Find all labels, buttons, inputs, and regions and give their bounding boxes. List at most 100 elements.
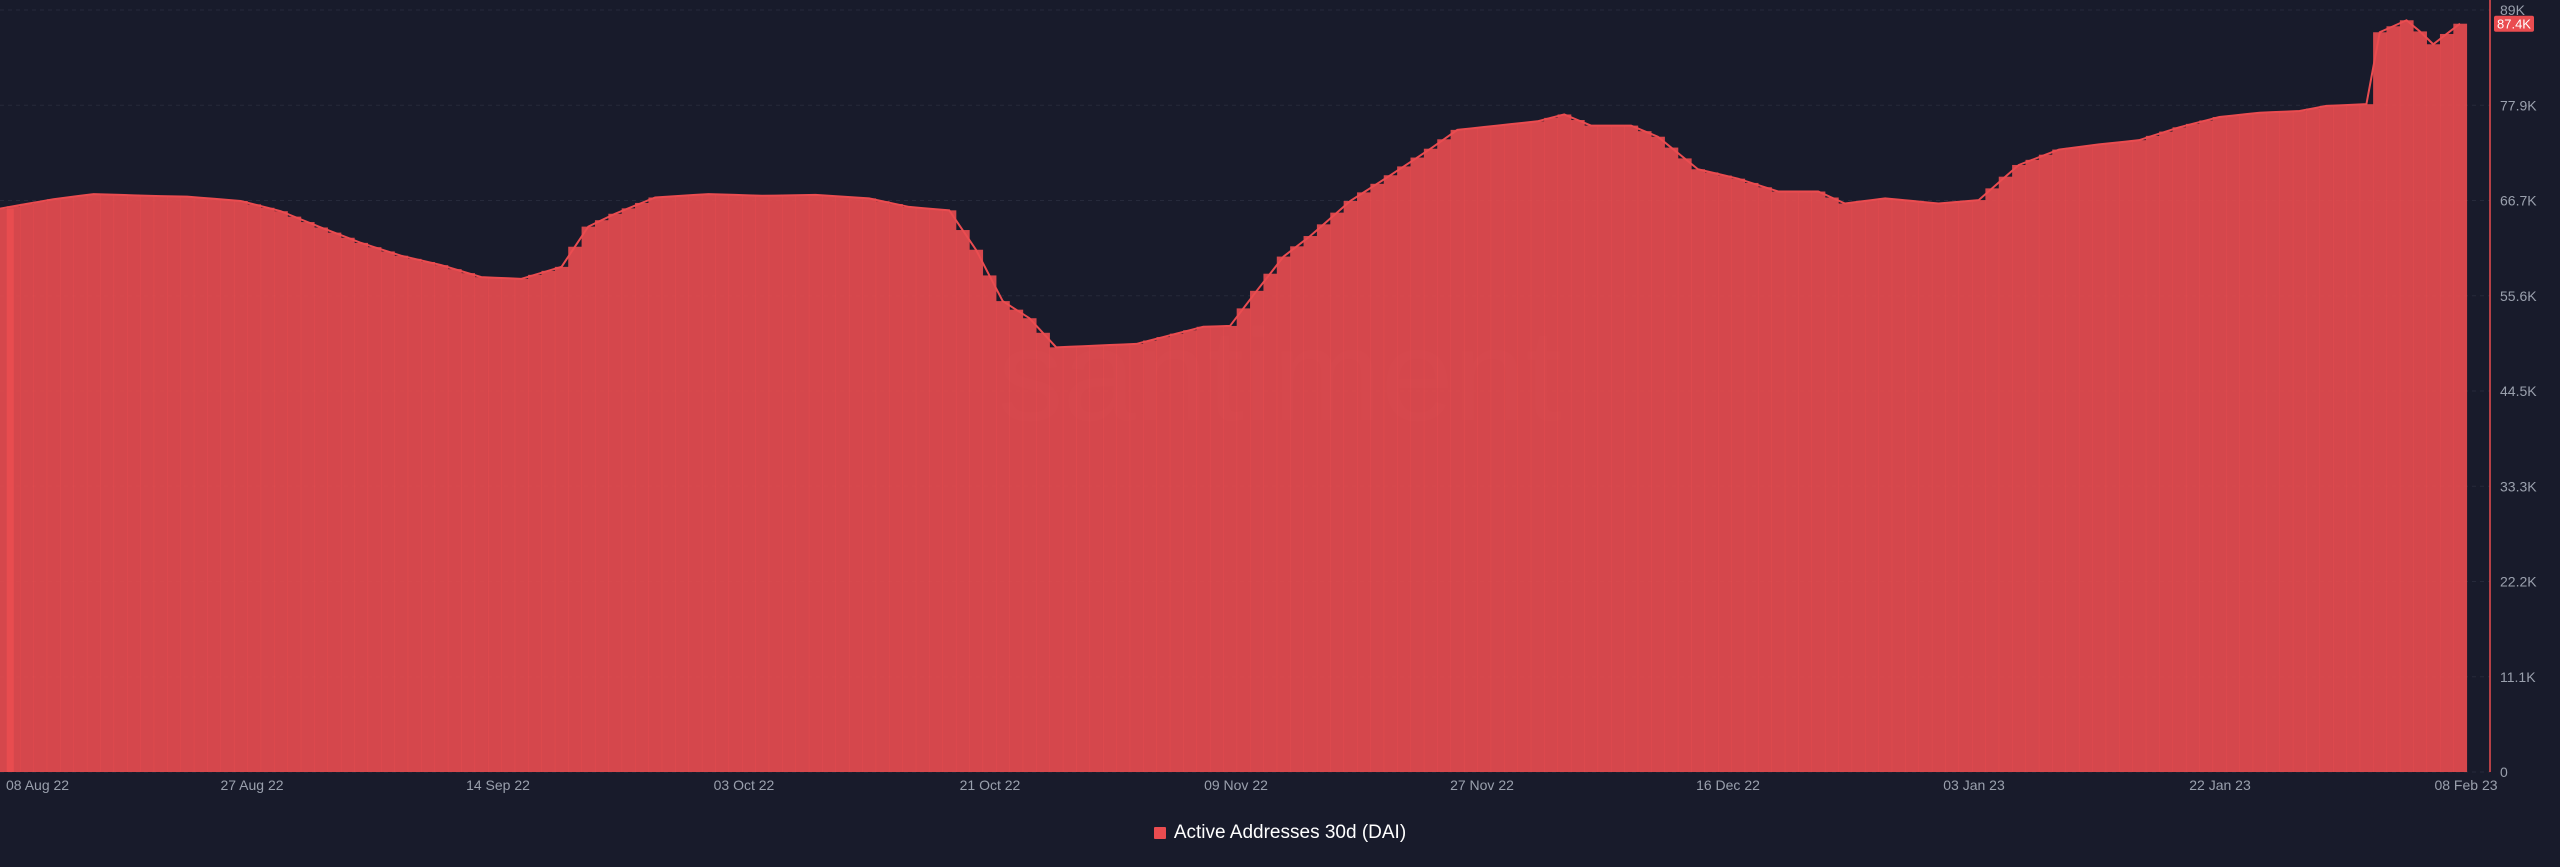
area-bar xyxy=(795,195,810,772)
area-bar xyxy=(381,251,395,772)
area-bar xyxy=(1824,197,1839,772)
x-tick-label: 22 Jan 23 xyxy=(2189,777,2251,793)
area-bar xyxy=(501,278,516,772)
area-bar xyxy=(487,277,502,772)
area-bar xyxy=(2185,123,2200,773)
area-bar xyxy=(822,195,836,773)
area-bar xyxy=(327,232,342,773)
x-tick-label: 08 Feb 23 xyxy=(2434,777,2497,793)
x-tick-label: 03 Oct 22 xyxy=(714,777,775,793)
x-tick-label: 14 Sep 22 xyxy=(466,777,530,793)
last-value-badge: 87.4K xyxy=(2494,15,2534,32)
area-bar xyxy=(314,227,328,773)
area-bar xyxy=(848,197,863,772)
area-bar xyxy=(648,197,663,772)
area-bar xyxy=(608,213,623,772)
area-bar xyxy=(635,202,649,772)
area-bar xyxy=(1477,127,1492,772)
area-bar xyxy=(1731,178,1746,773)
area-bar xyxy=(1303,236,1318,772)
area-bar xyxy=(728,194,743,772)
area-bar xyxy=(1744,182,1759,772)
area-bar xyxy=(742,195,756,773)
area-bar xyxy=(2078,146,2093,772)
area-bar xyxy=(1771,191,1786,772)
area-bar xyxy=(554,266,569,772)
area-bar xyxy=(1637,131,1652,772)
area-bar xyxy=(875,201,890,772)
area-bar xyxy=(1062,346,1077,772)
area-bar xyxy=(180,196,195,772)
area-bar xyxy=(1450,129,1465,772)
legend-swatch xyxy=(1153,827,1166,839)
area-bar xyxy=(300,222,315,773)
area-bar xyxy=(1611,125,1625,772)
area-bar xyxy=(46,199,61,773)
area-bar xyxy=(1931,203,1946,772)
area-bar xyxy=(1009,309,1024,772)
area-bar xyxy=(1022,318,1037,772)
area-bar xyxy=(1036,332,1050,772)
area-bar xyxy=(2359,104,2374,773)
last-value-badge-bg xyxy=(2494,15,2534,32)
area-bar xyxy=(2373,32,2387,772)
area-bar xyxy=(1557,114,1572,772)
area-bar xyxy=(260,207,275,772)
area-bar xyxy=(140,195,155,773)
area-bar xyxy=(2145,135,2160,773)
area-bar xyxy=(514,278,529,772)
y-tick-label: 89K xyxy=(2500,2,2526,18)
area-bar xyxy=(1945,202,1960,773)
area-bar xyxy=(1570,120,1585,772)
area-bar xyxy=(528,274,542,772)
area-bar xyxy=(2052,149,2066,772)
area-bar xyxy=(461,273,476,772)
area-bar xyxy=(1838,203,1853,772)
area-bar xyxy=(1236,308,1251,772)
area-bar xyxy=(2159,131,2173,772)
area-bar xyxy=(688,194,703,772)
area-bar xyxy=(2292,111,2307,772)
area-bar xyxy=(915,208,930,772)
x-tick-label: 27 Aug 22 xyxy=(220,777,283,793)
x-tick-label: 09 Nov 22 xyxy=(1204,777,1268,793)
y-axis: 0 11.1K 22.2K 33.3K 44.5K 55.6K 66.7K 77.9K 89K xyxy=(2489,0,2537,780)
y-tick-label: 22.2K xyxy=(2500,574,2537,590)
area-bar xyxy=(1878,198,1893,773)
area-bar xyxy=(889,204,903,772)
y-tick-label: 11.1K xyxy=(2500,669,2536,685)
area-bar xyxy=(1677,158,1692,772)
y-tick-label: 44.5K xyxy=(2500,383,2537,399)
y-tick-label: 33.3K xyxy=(2500,478,2537,494)
area-bar xyxy=(2012,164,2026,773)
area-bar xyxy=(100,194,115,772)
y-tick-label: 0 xyxy=(2500,764,2508,780)
area-bar xyxy=(1998,176,2013,773)
area-bar xyxy=(274,211,288,772)
area-bar xyxy=(113,194,128,772)
area-bar xyxy=(1076,346,1091,772)
area-bar xyxy=(447,269,462,772)
area-bar xyxy=(1544,117,1558,772)
y-tick-label: 55.6K xyxy=(2500,288,2537,304)
area-bar xyxy=(1049,347,1064,772)
area-bar xyxy=(2132,140,2147,772)
legend[interactable]: Active Addresses 30d (DAI) xyxy=(0,820,2560,846)
area-bar xyxy=(1129,343,1144,772)
area-bar xyxy=(1918,202,1933,772)
area-bar xyxy=(2252,112,2267,773)
area-bar xyxy=(73,195,88,773)
area-bar xyxy=(1691,169,1706,772)
area-bar xyxy=(1517,122,1532,773)
area-bar xyxy=(1343,200,1358,772)
area-bar xyxy=(661,196,676,772)
area-bar xyxy=(1985,188,2000,772)
area-bar xyxy=(2399,20,2414,772)
area-bar xyxy=(1357,192,1371,772)
area-bar xyxy=(2266,112,2280,773)
area-bar xyxy=(1664,147,1679,772)
area-bar xyxy=(1330,212,1345,772)
area-bar xyxy=(1784,191,1799,772)
area-bar xyxy=(6,206,21,772)
